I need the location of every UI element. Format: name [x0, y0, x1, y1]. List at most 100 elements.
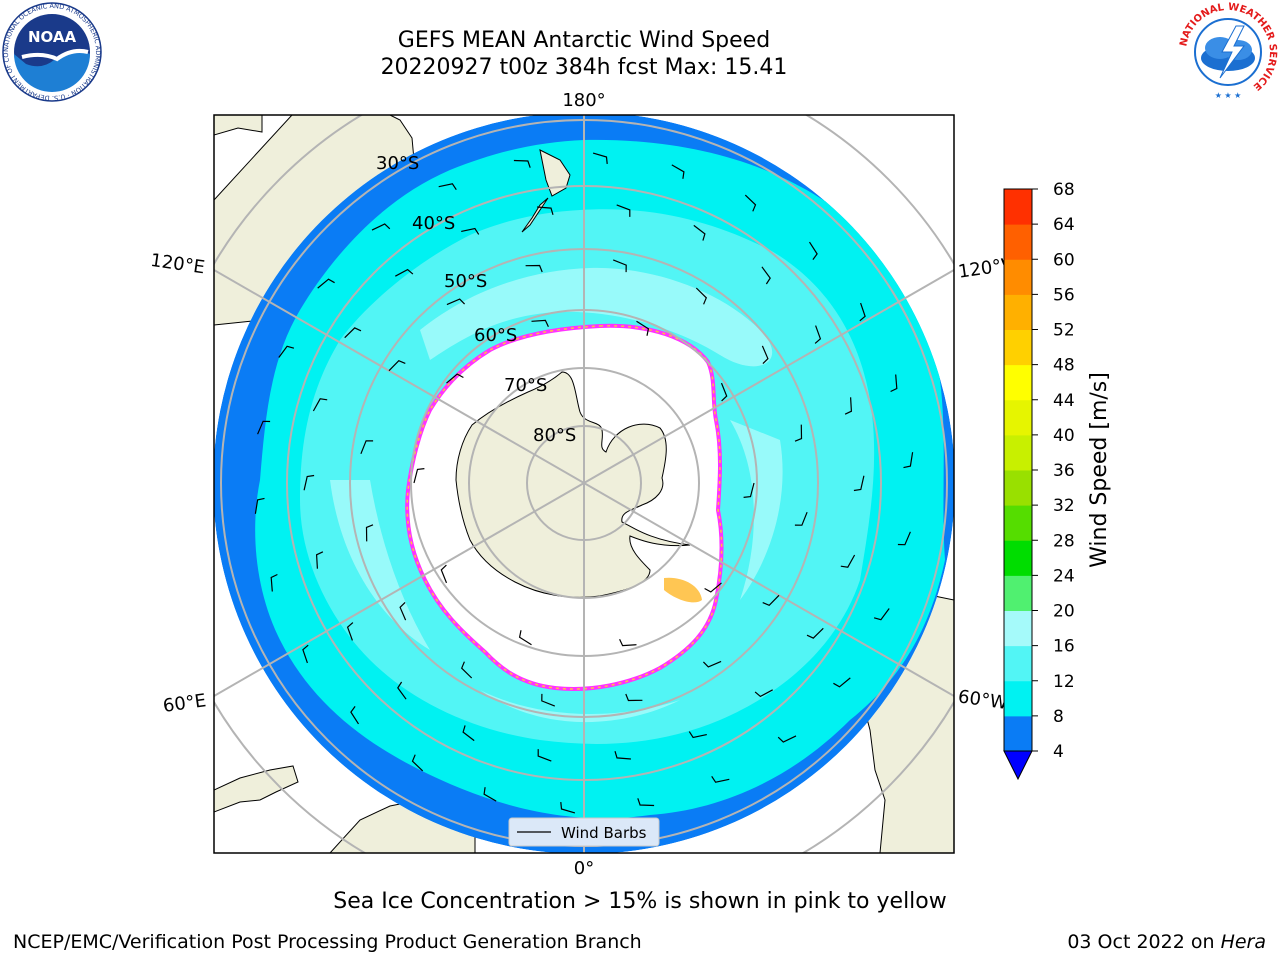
legend-label: Wind Barbs: [561, 824, 647, 842]
wind-barb: [399, 601, 407, 621]
colorbar-tick-label: 8: [1053, 707, 1064, 727]
wind-barb: [413, 468, 425, 484]
lon-label-60w: 60°W: [957, 686, 1009, 714]
noaa-logo-text: NOAA: [28, 28, 77, 46]
colorbar-tick-label: 40: [1053, 426, 1075, 446]
colorbar-segment: [1004, 715, 1032, 752]
wind-barb: [636, 320, 650, 336]
colorbar-tick-label: 12: [1053, 672, 1075, 692]
credit-text: NCEP/EMC/Verification Post Processing Pr…: [13, 931, 642, 953]
wind-barb: [525, 264, 543, 273]
wind-barb: [616, 204, 631, 217]
colorbar-segment: [1004, 434, 1032, 471]
wind-barb: [278, 345, 295, 358]
noaa-logo: NATIONAL OCEANIC AND ATMOSPHERIC ADMINIS…: [2, 2, 102, 102]
colorbar-tick-label: 20: [1053, 602, 1075, 622]
colorbar-tick-label: 56: [1053, 285, 1075, 305]
wind-barb: [637, 798, 655, 807]
wind-barb: [844, 397, 853, 415]
wind-barb: [612, 259, 627, 273]
wind-barb: [890, 374, 898, 393]
wind-barb: [395, 268, 414, 277]
nws-stars: ★ ★ ★: [1215, 91, 1242, 100]
colorbar-tick-label: 48: [1053, 356, 1075, 376]
colorbar-tick-label: 60: [1053, 250, 1075, 270]
wind-barb: [440, 564, 448, 584]
wind-barb: [897, 531, 911, 546]
wind-barb: [411, 754, 424, 772]
sea-ice-caption: Sea Ice Concentration > 15% is shown in …: [333, 889, 947, 914]
wind-barb: [270, 573, 278, 592]
wind-barb: [537, 749, 552, 762]
wind-barb: [302, 644, 309, 664]
colorbar-segment: [1004, 189, 1032, 225]
lat-label-70s: 70°S: [504, 375, 547, 396]
wind-barb: [371, 223, 391, 231]
wind-barb: [315, 551, 324, 569]
wind-barb: [761, 266, 771, 285]
wind-barb: [346, 622, 354, 641]
wind-barb: [711, 775, 730, 783]
wind-barb: [903, 452, 914, 469]
wind-barb: [693, 224, 706, 241]
wind-barb: [808, 241, 818, 260]
date-text: 03 Oct 2022 on Hera: [1067, 931, 1266, 953]
wind-barb: [743, 482, 755, 498]
antarctica: [405, 323, 724, 692]
wind-barb: [446, 298, 466, 306]
wind-barb: [360, 440, 374, 455]
wind-barb: [303, 474, 315, 491]
colorbar-tick-label: 16: [1053, 637, 1075, 657]
colorbar-tick-label: 44: [1053, 391, 1075, 411]
new-zealand: [521, 149, 571, 233]
wind-barb: [257, 420, 271, 435]
lat-label-80s: 80°S: [533, 425, 576, 446]
colorbar-tick-label: 36: [1053, 461, 1075, 481]
wind-barb: [388, 359, 406, 372]
colorbar-segment: [1004, 470, 1032, 506]
colorbar-segment: [1004, 364, 1032, 401]
wind-barb: [777, 735, 797, 743]
wind-barb: [688, 731, 707, 739]
colorbar-segment: [1004, 575, 1032, 611]
wind-barb: [531, 319, 549, 328]
map-title: GEFS MEAN Antarctic Wind Speed: [397, 28, 771, 53]
colorbar-tick-label: 28: [1053, 531, 1075, 551]
lon-label-0: 0°: [574, 858, 594, 879]
wind-barb: [761, 345, 769, 365]
wind-barb: [833, 677, 851, 688]
colorbar-segment: [1004, 399, 1032, 436]
colorbar-segment: [1004, 329, 1032, 366]
wind-barb: [518, 630, 532, 646]
wind-barb: [671, 164, 685, 179]
wind-barb: [350, 706, 360, 725]
colorbar-tick-label: 4: [1053, 742, 1064, 762]
lon-label-180: 180°: [562, 90, 605, 111]
colorbar-segment: [1004, 680, 1032, 717]
wind-barb: [754, 689, 773, 698]
wind-barb: [720, 382, 728, 402]
map-frame: [213, 114, 955, 854]
wind-barb: [814, 325, 822, 344]
wind-barb: [702, 660, 722, 668]
wind-barb: [859, 302, 866, 322]
colorbar-extend-arrow: [1003, 750, 1033, 781]
lat-label-30s: 30°S: [376, 153, 419, 174]
wind-barb: [344, 327, 362, 339]
lat-label-60s: 60°S: [474, 325, 517, 346]
colorbar-segment: [1004, 259, 1032, 295]
wind-barb: [460, 661, 473, 679]
lat-label-50s: 50°S: [444, 271, 487, 292]
lon-label-60e: 60°E: [162, 690, 208, 717]
wind-barb: [483, 787, 497, 802]
wind-barb: [446, 373, 464, 384]
wind-barb: [461, 227, 480, 235]
colorbar-tick-label: 64: [1053, 215, 1075, 235]
colorbar-tick-label: 32: [1053, 496, 1075, 516]
wind-barb: [704, 582, 722, 593]
wind-barb: [312, 398, 328, 412]
colorbar-tick-label: 24: [1053, 566, 1075, 586]
wind-barb: [365, 524, 374, 542]
